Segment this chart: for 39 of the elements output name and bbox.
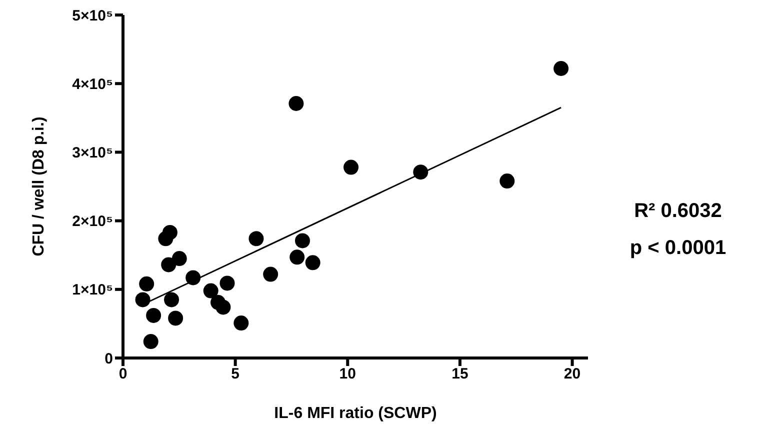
point [146, 308, 162, 323]
y-tick-label: 5×10⁵ [72, 7, 113, 24]
point [220, 276, 235, 291]
point [500, 174, 515, 189]
point [164, 292, 180, 308]
point [413, 164, 428, 180]
point [263, 266, 278, 282]
y-axis-title: CFU / well (D8 p.i.) [30, 116, 48, 256]
point [203, 283, 218, 298]
point [288, 96, 304, 111]
point [344, 160, 359, 175]
x-tick-label: 20 [564, 366, 581, 383]
point [234, 316, 249, 331]
x-axis-title: IL-6 MFI ratio (SCWP) [274, 405, 437, 422]
point [290, 250, 305, 265]
point [305, 255, 320, 270]
x-tick-label: 0 [118, 366, 128, 383]
point [554, 61, 569, 76]
x-tick-label: 10 [339, 366, 356, 383]
x-tick-label: 15 [452, 366, 468, 383]
point [248, 231, 264, 246]
point [186, 270, 201, 286]
point [135, 292, 150, 308]
point [139, 276, 154, 292]
point [294, 233, 310, 248]
x-tick-label: 5 [231, 366, 240, 383]
text: R² 0.6032 [633, 199, 723, 224]
point [143, 334, 158, 350]
y-tick-label: 2×10⁵ [72, 213, 113, 230]
y-tick-label: 3×10⁵ [72, 144, 113, 162]
y-tick-label: 4×10⁵ [72, 76, 113, 93]
point [172, 251, 187, 266]
point [216, 300, 231, 315]
y-tick-label: 0 [104, 350, 113, 368]
point [161, 257, 176, 272]
text: p < 0.0001 [628, 236, 728, 261]
point [168, 310, 184, 326]
point [162, 224, 178, 240]
y-tick-label: 1×10⁵ [72, 282, 113, 299]
